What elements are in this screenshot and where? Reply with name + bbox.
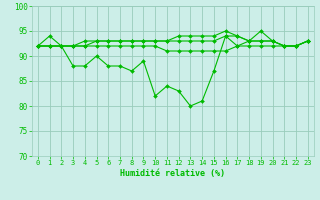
X-axis label: Humidité relative (%): Humidité relative (%)	[120, 169, 225, 178]
